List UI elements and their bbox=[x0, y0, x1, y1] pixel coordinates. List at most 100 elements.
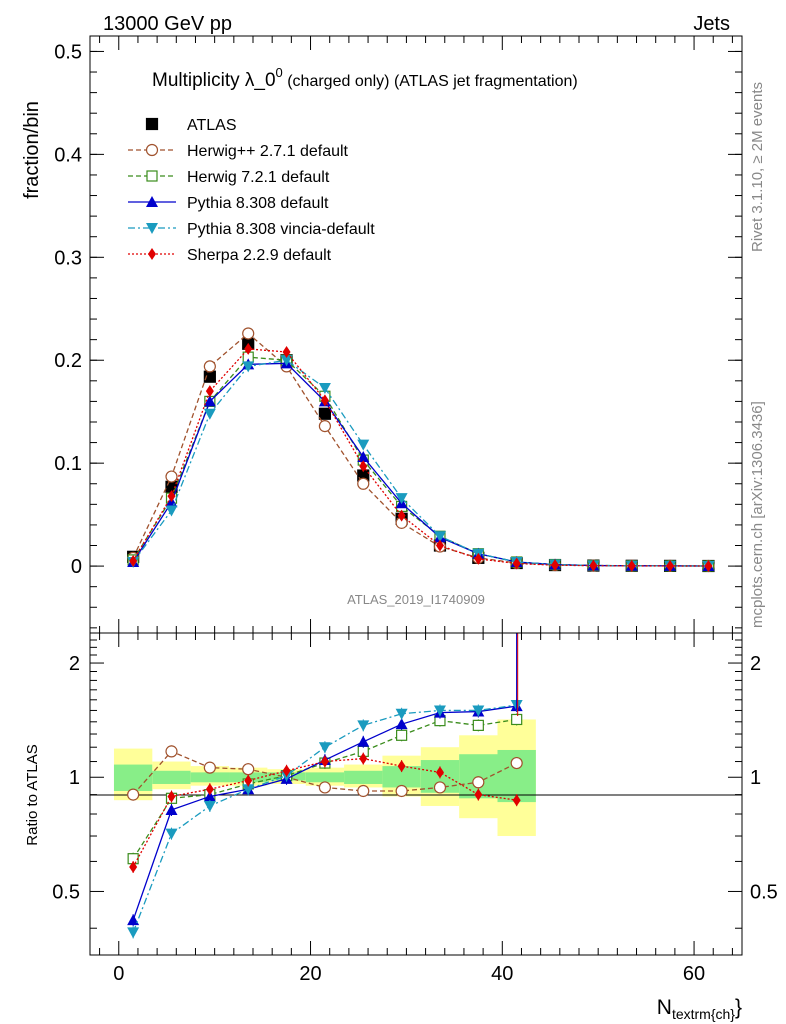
main-point-vincia bbox=[318, 383, 331, 395]
main-point-sherpa bbox=[551, 559, 560, 572]
main-point-vincia bbox=[357, 439, 370, 451]
analysis-watermark: ATLAS_2019_I1740909 bbox=[347, 592, 485, 607]
ratio-ytick-label: 0.5 bbox=[52, 881, 80, 903]
ratio-line-vincia bbox=[132, 704, 517, 933]
legend-label-vincia: Pythia 8.308 vincia-default bbox=[187, 221, 375, 238]
ratio-point-herwigpp bbox=[203, 761, 216, 774]
main-point-sherpa bbox=[474, 552, 483, 565]
x-tick-label: 60 bbox=[683, 963, 705, 985]
ratio-point-vincia bbox=[165, 828, 178, 840]
legend-label-herwig7: Herwig 7.2.1 default bbox=[187, 169, 330, 186]
main-point-sherpa bbox=[359, 460, 368, 473]
ratio-point-sherpa bbox=[359, 752, 368, 765]
main-line-vincia bbox=[132, 359, 709, 567]
main-point-vincia bbox=[395, 493, 408, 505]
main-line-herwigpp bbox=[132, 332, 709, 567]
ratio-frame bbox=[89, 632, 743, 956]
ratio-point-vincia bbox=[127, 927, 140, 939]
main-series-herwigpp bbox=[127, 327, 715, 573]
x-label-main: N bbox=[657, 996, 672, 1019]
ratio-point-sherpa bbox=[129, 861, 138, 874]
main-point-sherpa bbox=[704, 559, 713, 572]
main-series bbox=[127, 327, 715, 573]
ratio-point-vincia bbox=[203, 800, 216, 812]
x-label-tail: } bbox=[735, 996, 742, 1019]
ratio-point-pythia bbox=[127, 914, 140, 926]
x-tick-label: 20 bbox=[299, 963, 321, 985]
ratio-point-herwig7 bbox=[396, 729, 408, 741]
ratio-line-herwig7 bbox=[132, 718, 517, 860]
title-superscript: 0 bbox=[276, 65, 283, 80]
mcplots-label: mcplots.cern.ch [arXiv:1306.3436] bbox=[749, 401, 766, 628]
main-ytick-label: 0.1 bbox=[54, 453, 82, 475]
main-point-sherpa bbox=[666, 559, 675, 572]
ratio-point-vincia bbox=[472, 705, 485, 717]
main-point-sherpa bbox=[167, 490, 176, 503]
legend-marker-herwig7 bbox=[146, 170, 158, 182]
x-axis-label: Ntextrm{ch}} bbox=[657, 996, 742, 1022]
ratio-point-vincia bbox=[395, 708, 408, 720]
main-point-vincia bbox=[433, 531, 446, 543]
ratio-point-sherpa bbox=[397, 760, 406, 773]
ratio-point-sherpa bbox=[512, 794, 521, 807]
ratio-point-vincia bbox=[318, 742, 331, 754]
ratio-point-herwigpp bbox=[357, 784, 370, 798]
ratio-point-vincia bbox=[242, 784, 255, 796]
ratio-series bbox=[127, 633, 523, 939]
legend: ATLAS Herwig++ 2.7.1 default Herwig 7.2.1 … bbox=[128, 117, 375, 264]
ratio-ytick-label-right: 2 bbox=[750, 653, 761, 675]
ratio-point-sherpa bbox=[167, 790, 176, 803]
ratio-point-pythia bbox=[395, 718, 408, 730]
legend-marker-pythia bbox=[146, 196, 158, 207]
main-point-herwigpp bbox=[242, 327, 255, 340]
main-series-atlas bbox=[127, 337, 715, 573]
main-point-sherpa bbox=[397, 509, 406, 522]
ratio-series-herwigpp bbox=[127, 745, 523, 801]
legend-marker-vincia bbox=[146, 223, 158, 234]
x-tick-labels: 0 20 40 60 bbox=[113, 963, 705, 985]
main-series-pythia bbox=[127, 357, 715, 571]
main-point-sherpa bbox=[282, 345, 291, 358]
main-point-pythia bbox=[203, 395, 216, 407]
ratio-point-herwigpp bbox=[433, 781, 447, 794]
main-ytick-label: 0.2 bbox=[54, 350, 82, 372]
ratio-point-herwig7 bbox=[472, 719, 484, 731]
ratio-point-sherpa bbox=[282, 764, 291, 777]
main-point-vincia bbox=[280, 355, 293, 367]
ratio-point-vincia bbox=[433, 705, 446, 717]
main-point-sherpa bbox=[320, 394, 329, 407]
title-rest: (charged only) (ATLAS jet fragmentation) bbox=[283, 73, 578, 90]
main-ytick-label: 0.5 bbox=[54, 41, 82, 63]
energy-label: 13000 GeV pp bbox=[103, 13, 232, 35]
category-label: Jets bbox=[693, 13, 730, 35]
title-main: Multiplicity λ_0 bbox=[152, 70, 276, 91]
ratio-y-axis-label: Ratio to ATLAS bbox=[24, 744, 41, 845]
main-point-sherpa bbox=[627, 559, 636, 572]
main-point-atlas bbox=[318, 407, 332, 420]
ratio-point-herwigpp bbox=[510, 756, 523, 770]
ratio-series-sherpa bbox=[129, 752, 521, 874]
main-point-vincia bbox=[242, 361, 255, 373]
main-point-herwigpp bbox=[165, 470, 178, 483]
ratio-point-sherpa bbox=[435, 766, 444, 779]
legend-label-herwigpp: Herwig++ 2.7.1 default bbox=[187, 143, 349, 160]
main-line-herwig7 bbox=[132, 356, 709, 567]
main-point-sherpa bbox=[435, 539, 444, 552]
legend-marker-sherpa bbox=[148, 248, 156, 260]
main-ytick-label: 0.4 bbox=[54, 144, 82, 166]
main-point-herwigpp bbox=[203, 360, 216, 373]
ratio-line-pythia bbox=[132, 705, 517, 921]
ratio-uncertainty-bands bbox=[113, 719, 536, 837]
main-y-axis-label: fraction/bin bbox=[21, 101, 43, 199]
ratio-point-herwigpp bbox=[242, 763, 255, 776]
band-green bbox=[190, 772, 230, 783]
ratio-plot-panel: 0.5 0.5 1 1 2 2 0 20 40 60 Ntextrm{ch}} bbox=[52, 632, 778, 1022]
band-green bbox=[344, 770, 383, 784]
ratio-point-herwigpp bbox=[127, 788, 140, 801]
ratio-point-herwig7 bbox=[511, 713, 523, 726]
x-tick-label: 40 bbox=[491, 963, 513, 985]
ratio-point-pythia bbox=[203, 790, 216, 802]
ratio-point-herwigpp bbox=[395, 784, 408, 798]
main-series-sherpa bbox=[129, 342, 713, 572]
